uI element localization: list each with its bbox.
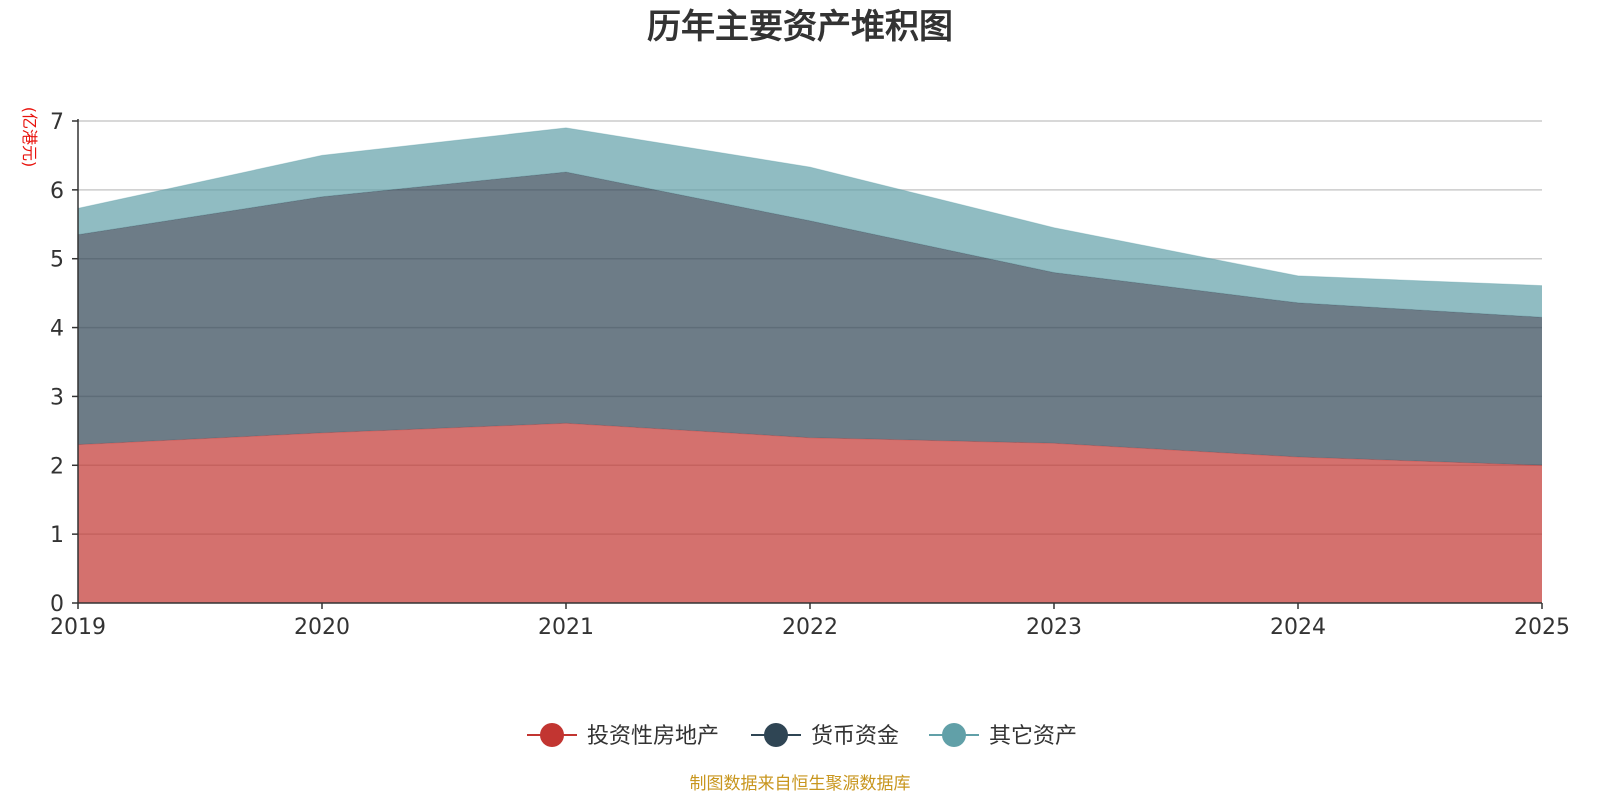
y-tick-label: 5: [50, 248, 64, 273]
area-series-0: [78, 423, 1542, 603]
y-tick-label: 3: [50, 385, 64, 410]
chart-title: 历年主要资产堆积图: [647, 7, 953, 47]
legend-marker-icon: [540, 723, 564, 747]
y-axis-unit-label: (亿港元): [20, 107, 39, 168]
y-tick-label: 1: [50, 523, 64, 548]
y-tick-label: 4: [50, 317, 64, 342]
y-tick-label: 2: [50, 454, 64, 479]
legend-marker-icon: [942, 723, 966, 747]
y-tick-label: 0: [50, 592, 64, 617]
legend-marker-icon: [764, 723, 788, 747]
x-tick-label: 2025: [1514, 615, 1570, 640]
y-tick-label: 7: [50, 110, 64, 135]
legend-item-1[interactable]: 货币资金: [751, 723, 899, 749]
data-source-note: 制图数据来自恒生聚源数据库: [690, 774, 911, 794]
area-series: [77, 127, 1543, 603]
legend-label: 货币资金: [811, 724, 899, 749]
legend-item-0[interactable]: 投资性房地产: [527, 723, 719, 749]
legend: 投资性房地产 货币资金 其它资产: [527, 723, 1077, 749]
y-tick-label: 6: [50, 179, 64, 204]
area-series-edge-2: [77, 127, 1543, 287]
area-series-1: [78, 172, 1542, 466]
legend-label: 投资性房地产: [587, 724, 719, 749]
legend-item-2[interactable]: 其它资产: [929, 723, 1077, 749]
x-tick-label: 2023: [1026, 615, 1082, 640]
x-tick-label: 2020: [294, 615, 350, 640]
x-tick-label: 2019: [50, 615, 106, 640]
x-tick-label: 2022: [782, 615, 838, 640]
area-series-2: [78, 127, 1542, 318]
axes: 0 1 2 3 4 5 6 7 2019 2020 2021 2022 2023 2024 2025: [50, 110, 1570, 640]
legend-label: 其它资产: [989, 724, 1077, 749]
x-tick-label: 2024: [1270, 615, 1326, 640]
x-tick-label: 2021: [538, 615, 594, 640]
